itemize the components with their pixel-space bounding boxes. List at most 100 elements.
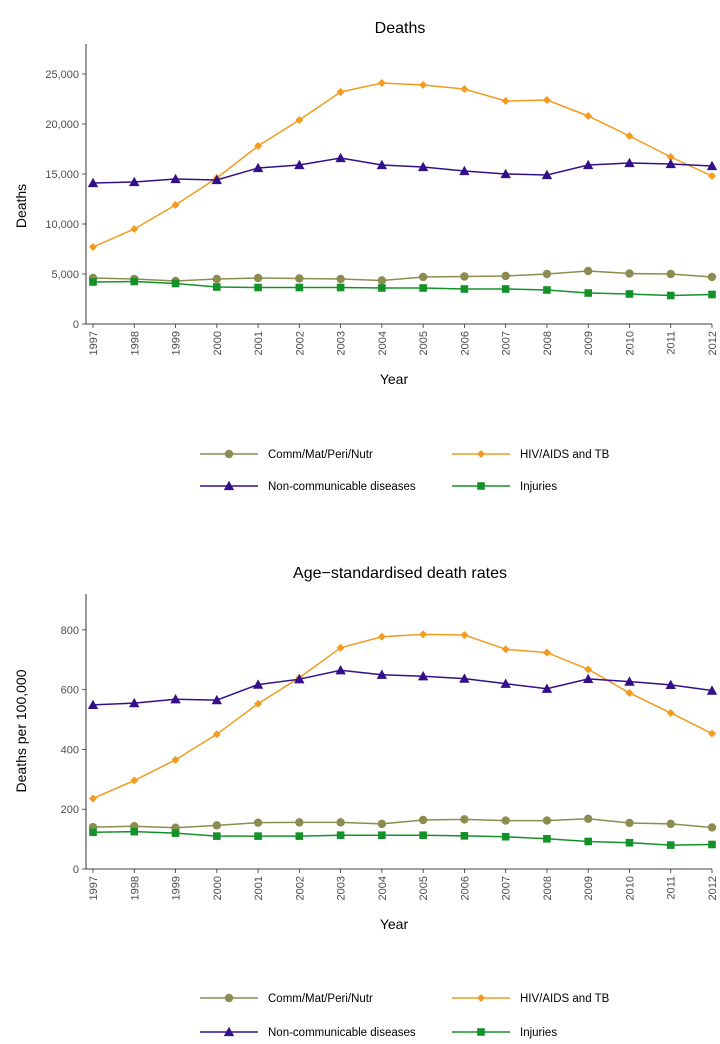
- data-point: [419, 831, 427, 840]
- series-line: [92, 270, 713, 282]
- data-point: [541, 169, 553, 180]
- series-square: [89, 827, 716, 849]
- data-point: [129, 176, 140, 187]
- data-point: [295, 832, 304, 840]
- series-triangle: [87, 152, 718, 188]
- series-line: [92, 633, 713, 800]
- data-point: [171, 201, 180, 209]
- data-point: [294, 159, 305, 170]
- data-point: [542, 96, 551, 104]
- data-point: [625, 688, 634, 697]
- legend-item: HIV/AIDS and TB: [452, 449, 610, 461]
- data-point: [666, 153, 675, 161]
- data-point: [665, 158, 676, 169]
- data-point: [708, 172, 716, 180]
- data-point: [665, 679, 676, 690]
- x-tick-label: 2002: [294, 331, 306, 355]
- data-point: [460, 285, 469, 293]
- data-point: [89, 278, 97, 286]
- data-point: [89, 828, 97, 837]
- data-point: [295, 116, 304, 124]
- data-point: [336, 283, 345, 292]
- y-tick-label: 600: [61, 685, 79, 697]
- legend-item: Injuries: [452, 1027, 557, 1039]
- legend-label: Comm/Mat/Peri/Nutr: [268, 449, 373, 461]
- death-rates-chart: Age−standardised death rates Year Deaths…: [13, 565, 719, 1039]
- data-point: [624, 676, 635, 686]
- data-point: [666, 819, 675, 829]
- legend-marker: [223, 1026, 235, 1037]
- series-line: [92, 830, 713, 846]
- data-point: [625, 269, 634, 278]
- data-point: [708, 729, 716, 738]
- data-point: [501, 816, 510, 825]
- data-point: [417, 161, 429, 172]
- data-point: [130, 827, 139, 836]
- data-point: [459, 673, 470, 683]
- x-tick-label: 2010: [624, 876, 636, 900]
- y-tick-label: 20,000: [45, 119, 79, 131]
- x-axis-title: Year: [380, 371, 409, 387]
- data-point: [542, 816, 552, 825]
- x-tick-label: 2012: [707, 331, 719, 355]
- data-point: [212, 821, 221, 830]
- data-point: [708, 840, 716, 849]
- legend-label: Injuries: [520, 1027, 557, 1039]
- x-tick-label: 2009: [583, 331, 595, 355]
- legend-item: Injuries: [452, 481, 557, 493]
- data-point: [376, 669, 388, 679]
- x-tick-label: 2008: [542, 876, 554, 900]
- data-point: [706, 685, 718, 695]
- y-axis-title: Deaths: [13, 184, 29, 228]
- deaths-chart-panel: Deaths Year Deaths 0 5,000 10,000 15,000 20,…: [0, 0, 720, 520]
- data-point: [707, 272, 717, 282]
- x-tick-label: 1998: [129, 876, 141, 900]
- data-point: [252, 162, 264, 173]
- x-tick-label: 2007: [501, 331, 513, 355]
- data-point: [666, 841, 675, 849]
- data-point: [542, 648, 551, 657]
- data-point: [706, 160, 718, 171]
- x-tick-label: 2010: [624, 331, 636, 355]
- data-point: [171, 279, 180, 288]
- data-point: [335, 665, 346, 675]
- legend-label: HIV/AIDS and TB: [520, 993, 610, 1005]
- x-tick-label: 2001: [253, 876, 265, 900]
- data-point: [460, 630, 469, 639]
- legend-item: Non-communicable diseases: [200, 1026, 416, 1039]
- data-point: [584, 665, 593, 674]
- death-rates-chart-panel: Age−standardised death rates Year Deaths…: [0, 520, 720, 1039]
- data-point: [501, 832, 510, 841]
- x-tick-label: 2000: [212, 331, 224, 355]
- legend-marker: [224, 449, 234, 459]
- data-point: [211, 174, 222, 185]
- x-tick-label: 1997: [88, 876, 100, 900]
- deaths-chart: Deaths Year Deaths 0 5,000 10,000 15,000 20,…: [13, 20, 719, 493]
- x-tick-label: 2004: [377, 876, 389, 900]
- data-point: [584, 266, 593, 276]
- x-tick-label: 2009: [583, 876, 595, 900]
- x-axis-title: Year: [380, 916, 409, 932]
- chart-title: Age−standardised death rates: [293, 565, 507, 582]
- legend-item: Comm/Mat/Peri/Nutr: [200, 993, 373, 1005]
- data-point: [584, 837, 592, 846]
- y-axis-title: Deaths per 100,000: [13, 669, 29, 792]
- x-tick-label: 2003: [336, 876, 348, 900]
- data-point: [460, 832, 469, 840]
- data-point: [666, 269, 675, 279]
- legend-label: Comm/Mat/Peri/Nutr: [268, 993, 373, 1005]
- data-point: [295, 283, 304, 292]
- data-point: [336, 88, 345, 96]
- data-point: [501, 285, 510, 293]
- data-point: [254, 142, 263, 150]
- y-tick-label: 800: [61, 625, 79, 637]
- x-tick-label: 2011: [666, 331, 678, 355]
- data-point: [377, 79, 386, 87]
- x-tick-label: 2004: [377, 331, 389, 355]
- legend-marker: [477, 1028, 485, 1036]
- data-point: [418, 815, 428, 825]
- x-tick-label: 1998: [129, 331, 141, 355]
- x-tick-label: 2007: [501, 876, 513, 900]
- data-point: [213, 283, 221, 291]
- data-point: [336, 274, 345, 284]
